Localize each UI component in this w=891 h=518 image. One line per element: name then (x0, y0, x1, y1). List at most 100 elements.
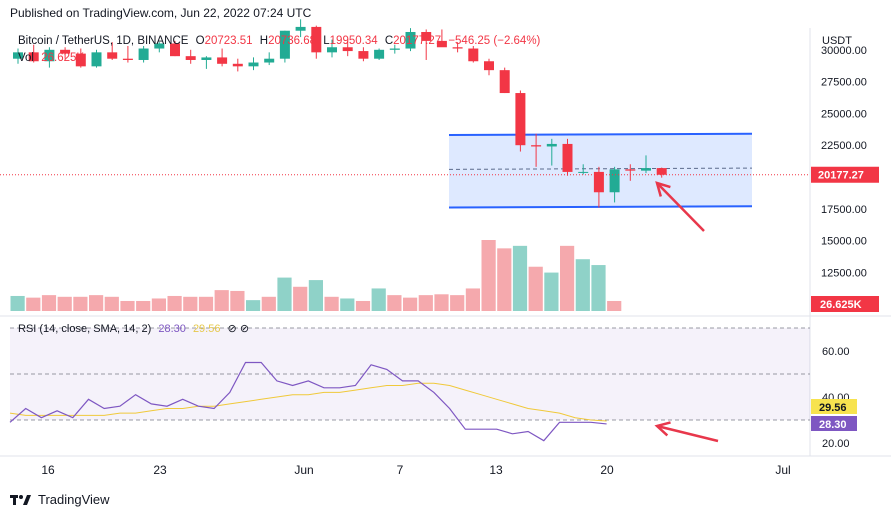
candle-body (248, 62, 259, 67)
volume-bar (136, 300, 151, 311)
candle-body (593, 171, 604, 193)
candle-body (374, 49, 385, 59)
volume-bar (324, 296, 339, 311)
rsi-pane[interactable] (9, 327, 810, 442)
volume-bar (418, 295, 433, 311)
symbol-label[interactable]: Bitcoin / TetherUS, 1D, BINANCE (18, 35, 189, 47)
volume-bar (340, 298, 355, 311)
price-tick-label: 25000.00 (821, 108, 867, 120)
volume-bar (607, 300, 622, 311)
candle-body (60, 49, 71, 54)
settings-icon[interactable]: ⊘ (239, 323, 250, 335)
candle-body (436, 40, 447, 48)
volume-bar (26, 297, 41, 311)
candle-body (75, 53, 86, 67)
low-value: 19950.34 (329, 35, 378, 47)
candle-body (405, 31, 416, 49)
candle-body (515, 93, 526, 146)
rsi-sma-badge (811, 399, 857, 414)
volume-bar (57, 296, 72, 311)
annotation-arrow-head (654, 421, 671, 437)
price-tick-label: 30000.00 (821, 45, 867, 57)
eye-icon[interactable]: ⊘ (227, 323, 237, 335)
channel-mid-line (448, 167, 753, 170)
volume-bar (151, 298, 166, 311)
candle-body (562, 143, 573, 172)
price-channel[interactable] (448, 132, 753, 209)
candle-body (201, 57, 212, 60)
price-tick-label: 15000.00 (821, 236, 867, 248)
price-tick-label: 12500.00 (821, 267, 867, 279)
volume-bar (89, 295, 104, 311)
change-value: −546.25 (−2.64%) (448, 35, 541, 47)
candle-body (389, 48, 400, 50)
rsi-badge-label: 28.30 (819, 419, 847, 431)
volume-legend: Vol 26.625K (18, 52, 84, 64)
rsi-sma-badge-label: 29.56 (819, 402, 847, 414)
candle-body (358, 51, 369, 59)
axes: USDT30000.0027500.0025000.0022500.002000… (0, 35, 879, 477)
channel-upper-line (448, 132, 753, 137)
candle-body (641, 168, 651, 171)
last-price-label: 20177.27 (818, 170, 864, 182)
volume-bar (434, 294, 449, 311)
high-label: H (259, 35, 269, 47)
candle-body (468, 48, 479, 62)
volume-bar (214, 290, 229, 311)
volume-bar (308, 280, 323, 311)
time-tick-label: 23 (153, 463, 167, 477)
currency-label: USDT (822, 35, 852, 47)
candle-body (154, 43, 165, 49)
candle-body (295, 26, 306, 31)
volume-bar (591, 265, 606, 311)
candle-body (264, 58, 275, 63)
price-tick-label: 17500.00 (821, 204, 867, 216)
candle-body (484, 61, 494, 71)
volume-badge-label: 26.625K (820, 299, 862, 311)
channel-fill (449, 133, 752, 208)
rsi-tick-label: 20.00 (822, 438, 850, 450)
candle-body (107, 52, 118, 59)
candle-body (28, 52, 39, 62)
volume-label: Vol (18, 52, 34, 64)
last-price-badge (811, 166, 879, 183)
volume-bar (104, 296, 119, 311)
volume-bar (512, 245, 528, 311)
tradingview-logo-icon (10, 494, 31, 505)
volume-bar (575, 259, 590, 311)
volume-bar (481, 240, 496, 311)
candle-body (546, 143, 557, 147)
volume-bar (73, 296, 88, 311)
rsi-line (9, 361, 607, 442)
candle-body (232, 63, 243, 67)
candle-body (311, 26, 322, 53)
rsi-sma-line (9, 382, 607, 422)
time-tick-label: Jul (775, 463, 790, 477)
candlesticks[interactable] (13, 19, 667, 208)
candle-body (656, 168, 667, 175)
volume-value: 26.625K (41, 52, 85, 64)
volume-bar (293, 286, 308, 311)
annotation-arrow-head (655, 181, 671, 197)
open-label: O (195, 35, 205, 47)
rsi-label[interactable]: RSI (14, close, SMA, 14, 2) (18, 323, 152, 335)
volume-bar (560, 245, 575, 311)
price-tick-label: 27500.00 (821, 77, 867, 89)
volume-bar (41, 295, 57, 311)
channel-lower-line (448, 205, 753, 209)
candle-body (138, 48, 149, 60)
volume-bar (387, 295, 402, 311)
volume-bar (277, 277, 292, 311)
volume-bar (183, 296, 198, 311)
candle-body (421, 31, 432, 41)
candle-body (578, 171, 589, 173)
open-value: 20723.51 (204, 35, 253, 47)
candle-body (170, 43, 180, 57)
time-tick-label: 13 (489, 463, 503, 477)
candle-body (609, 169, 620, 193)
volume-bar (10, 295, 25, 311)
time-tick-label: 7 (397, 463, 404, 477)
volume-bar (167, 295, 182, 311)
candle-body (122, 58, 133, 60)
